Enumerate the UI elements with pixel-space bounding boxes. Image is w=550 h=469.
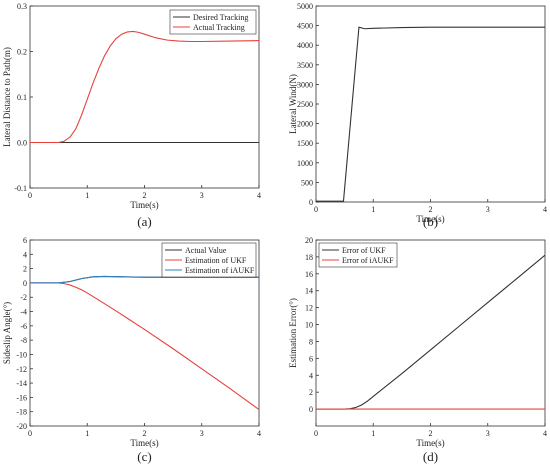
y-tick-label: -18	[16, 408, 27, 417]
x-tick-label: 2	[429, 429, 433, 438]
plot-frame	[315, 5, 546, 203]
y-tick-label: -10	[16, 350, 27, 359]
y-axis-label: Sideslip Angle(°)	[2, 302, 12, 364]
y-tick-label: 12	[305, 304, 313, 313]
series-line-2	[30, 30, 260, 144]
legend-entry: Estimation of UKF	[185, 256, 247, 265]
x-tick-label: 1	[85, 429, 89, 438]
series-line-2	[30, 282, 260, 410]
x-axis-label: Time(s)	[416, 214, 444, 224]
y-tick-label: 0.0	[17, 139, 27, 148]
y-tick-label: 4000	[297, 41, 313, 50]
y-tick-label: 0.2	[17, 48, 27, 57]
x-tick-label: 4	[543, 429, 547, 438]
series-line-1	[316, 26, 545, 202]
y-tick-label: 2	[309, 388, 313, 397]
legend-entry: Error of UKF	[342, 246, 386, 255]
y-tick-label: 1000	[297, 159, 313, 168]
x-tick-label: 3	[200, 429, 204, 438]
y-tick-label: 3000	[297, 80, 313, 89]
x-tick-label: 4	[543, 205, 547, 214]
x-tick-label: 0	[314, 205, 318, 214]
y-tick-label: 0.3	[17, 2, 27, 11]
series-line-3	[30, 275, 259, 284]
legend-box	[318, 242, 398, 268]
y-tick-label: 14	[305, 287, 313, 296]
y-tick-label: 0	[309, 405, 313, 414]
panel-label: (c)	[137, 449, 151, 464]
y-tick-label: -4	[20, 308, 27, 317]
y-tick-label: 500	[301, 178, 313, 187]
y-tick-label: -6	[20, 322, 27, 331]
legend-entry: Actual Tracking	[193, 23, 245, 32]
y-tick-label: -14	[16, 379, 27, 388]
y-tick-label: 2	[23, 265, 27, 274]
x-axis-label: Time(s)	[130, 438, 158, 448]
x-tick-label: 3	[200, 191, 204, 200]
x-tick-label: 3	[486, 429, 490, 438]
y-tick-label: 18	[305, 253, 313, 262]
y-tick-label: -16	[16, 393, 27, 402]
panel-label: (b)	[423, 214, 438, 229]
chart-panel-3: 0 1 2 3 4-20-18-16-14-12-10-8-6-4-20246Time(…	[2, 236, 261, 464]
y-tick-label: 2500	[297, 100, 313, 109]
x-tick-label: 2	[429, 205, 433, 214]
x-axis-label: Time(s)	[416, 438, 444, 448]
y-tick-label: 4	[309, 371, 313, 380]
x-tick-label: 2	[143, 191, 147, 200]
y-tick-label: -12	[16, 365, 27, 374]
x-tick-label: 1	[371, 205, 375, 214]
x-tick-label: 4	[257, 429, 261, 438]
panel-label: (a)	[137, 214, 151, 229]
y-tick-label: 5000	[297, 2, 313, 11]
y-axis-label: Lateral Distance to Path(m)	[2, 47, 12, 147]
y-tick-label: 3500	[297, 61, 313, 70]
y-tick-label: -0.1	[14, 184, 27, 193]
y-tick-label: -2	[20, 293, 27, 302]
y-axis-label: Lateral Wind(N)	[288, 74, 298, 134]
x-tick-label: 2	[143, 429, 147, 438]
y-tick-label: 10	[305, 321, 313, 330]
y-tick-label: 2000	[297, 120, 313, 129]
chart-panel-1: 0 1 2 3 4 -0.1 0.0 0.1 0.2 0.3 Time(s) Lateral Dist…	[2, 2, 261, 229]
plot-frame	[315, 239, 546, 427]
legend-entry: Actual Value	[185, 246, 227, 255]
y-tick-label: -20	[16, 422, 27, 431]
y-tick-label: -8	[20, 336, 27, 345]
x-tick-label: 0	[314, 429, 318, 438]
y-tick-label: 4	[23, 250, 27, 259]
y-tick-label: 8	[309, 337, 313, 346]
y-tick-label: 0	[23, 279, 27, 288]
y-tick-label: 1500	[297, 139, 313, 148]
y-tick-label: 4500	[297, 22, 313, 31]
x-tick-label: 0	[28, 429, 32, 438]
y-tick-label: 6	[23, 236, 27, 245]
x-axis-label: Time(s)	[130, 200, 158, 210]
x-tick-label: 4	[257, 191, 261, 200]
x-tick-label: 3	[486, 205, 490, 214]
y-tick-label: 16	[305, 270, 313, 279]
legend-entry: Desired Tracking	[193, 13, 248, 22]
panel-label: (d)	[423, 449, 438, 464]
x-tick-label: 1	[85, 191, 89, 200]
x-tick-label: 0	[28, 191, 32, 200]
y-tick-label: 0.1	[17, 93, 27, 102]
y-tick-label: 20	[305, 236, 313, 245]
y-tick-label: 6	[309, 354, 313, 363]
legend-box	[169, 9, 257, 35]
legend-entry: Estimation of iAUKF	[185, 266, 255, 275]
chart-panel-4: 0 1 2 3 402468101214161820Time(s)Estimation …	[288, 236, 547, 464]
legend-entry: Error of iAUKF	[342, 256, 394, 265]
y-tick-label: 0	[309, 198, 313, 207]
x-tick-label: 1	[371, 429, 375, 438]
y-axis-label: Estimation Error(°)	[288, 298, 298, 368]
series-line-1	[316, 254, 546, 410]
chart-panel-2: 0 1 2 3 4 0 500 1000 1500 2000 2500 3000 3500 4000 450…	[288, 2, 547, 229]
